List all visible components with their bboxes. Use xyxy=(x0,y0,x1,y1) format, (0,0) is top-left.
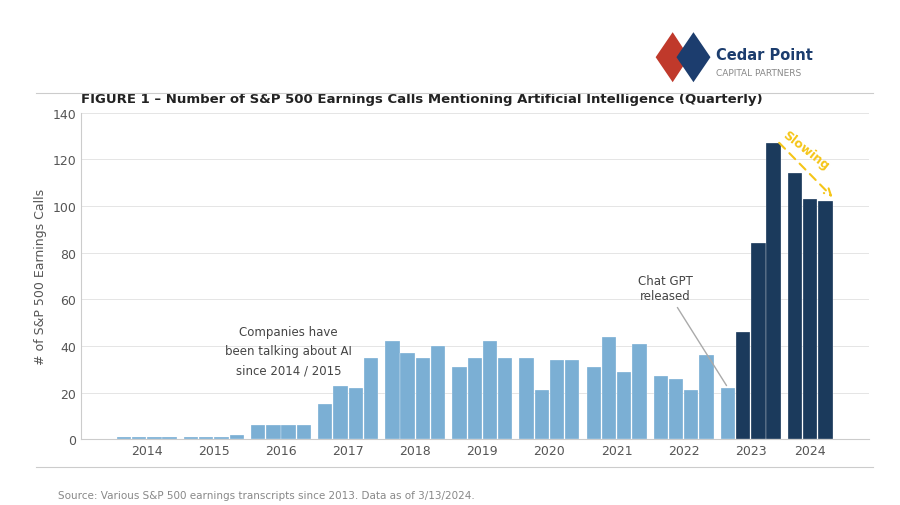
Text: Source: Various S&P 500 earnings transcripts since 2013. Data as of 3/13/2024.: Source: Various S&P 500 earnings transcr… xyxy=(58,490,475,500)
Bar xyxy=(565,360,580,439)
Polygon shape xyxy=(655,33,689,83)
Bar xyxy=(653,377,668,439)
Y-axis label: # of S&P 500 Earnings Calls: # of S&P 500 Earnings Calls xyxy=(33,188,47,365)
Bar xyxy=(617,372,632,439)
Bar xyxy=(550,360,564,439)
Bar xyxy=(348,388,363,439)
Bar xyxy=(752,244,766,439)
Text: CAPITAL PARTNERS: CAPITAL PARTNERS xyxy=(716,69,801,78)
Bar xyxy=(318,405,332,439)
Bar xyxy=(230,435,244,439)
Bar xyxy=(297,425,311,439)
Bar xyxy=(632,344,646,439)
Bar xyxy=(453,367,467,439)
Bar xyxy=(251,425,266,439)
Bar xyxy=(416,358,430,439)
Bar xyxy=(431,346,446,439)
Bar xyxy=(199,437,213,439)
Bar xyxy=(364,358,378,439)
Bar xyxy=(803,199,817,439)
Text: Chat GPT
released: Chat GPT released xyxy=(638,275,726,386)
Bar xyxy=(818,202,832,439)
Bar xyxy=(721,388,735,439)
Bar xyxy=(333,386,347,439)
Bar xyxy=(602,337,616,439)
Text: FIGURE 1 – Number of S&P 500 Earnings Calls Mentioning Artificial Intelligence (: FIGURE 1 – Number of S&P 500 Earnings Ca… xyxy=(81,92,762,106)
Bar xyxy=(214,437,229,439)
Bar xyxy=(587,367,601,439)
Bar xyxy=(282,425,296,439)
Text: Companies have
been talking about AI
since 2014 / 2015: Companies have been talking about AI sin… xyxy=(225,326,352,376)
Bar xyxy=(184,437,198,439)
Polygon shape xyxy=(677,33,710,83)
Bar xyxy=(788,174,802,439)
Bar xyxy=(699,356,714,439)
Bar xyxy=(468,358,482,439)
Bar xyxy=(535,390,549,439)
Bar xyxy=(482,341,497,439)
Bar xyxy=(767,144,781,439)
Bar xyxy=(400,354,415,439)
Text: Slowing: Slowing xyxy=(780,129,832,173)
Bar xyxy=(385,341,400,439)
Bar xyxy=(519,358,534,439)
Bar xyxy=(498,358,512,439)
Bar xyxy=(117,437,131,439)
Bar xyxy=(684,390,698,439)
Bar xyxy=(132,437,147,439)
Text: Cedar Point: Cedar Point xyxy=(716,48,813,63)
Bar xyxy=(266,425,281,439)
Bar xyxy=(669,379,683,439)
Bar xyxy=(148,437,161,439)
Bar xyxy=(162,437,176,439)
Bar xyxy=(736,332,751,439)
